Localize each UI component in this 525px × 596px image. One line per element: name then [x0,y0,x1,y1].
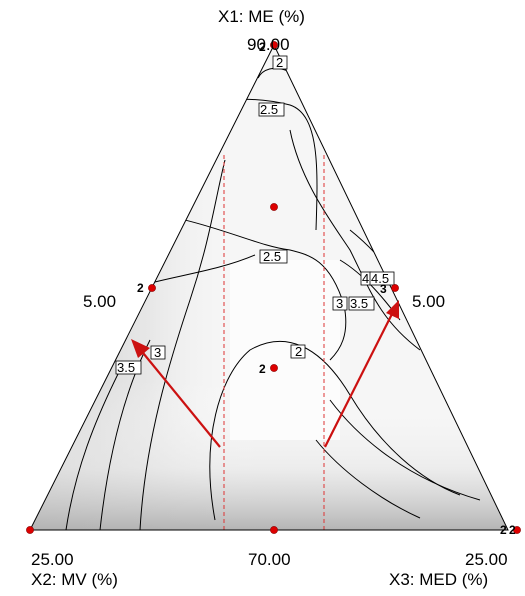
contour-line [119,209,347,361]
right-side-value: 5.00 [412,292,446,311]
right-vertex-value: 25.00 [465,550,508,569]
design-point [391,284,399,292]
arrow-left [138,347,221,448]
contour-label: 3 [336,296,343,311]
replicate-label: 2 [259,40,266,54]
contour-label: 2 [276,55,283,70]
design-points [26,41,521,534]
contour-label: 2.5 [263,249,281,264]
contour-line [139,159,226,530]
contour-line [315,439,421,519]
design-point [513,526,521,534]
design-point [270,364,278,372]
contour-line [289,129,421,351]
left-vertex-value: 25.00 [31,550,74,569]
arrow-right [324,309,395,448]
contour-label: 4 [362,271,369,286]
replicate-label: 2 [259,362,266,376]
contour-line [65,369,121,530]
arrow-left-head [131,339,150,358]
replicate-label: 3 [380,282,387,296]
top-vertex-value: 90.00 [247,35,290,54]
contour-label: 2 [295,344,302,359]
replicate-label-group: 2 2 2 3 2 2 [137,40,516,537]
contour-label-group: 2 2.5 2.5 2 3 3.5 3 3.5 4 4.5 [115,55,395,375]
left-axis-title: X2: MV (%) [31,570,118,589]
design-point [270,203,278,211]
arrow-group [131,300,399,448]
design-point [270,41,278,49]
left-side-value: 5.00 [83,292,117,311]
design-point [26,526,34,534]
arrow-right-head [386,300,399,319]
design-point [270,526,278,534]
contour-label: 2.5 [260,102,278,117]
contour-label: 3 [154,345,161,360]
replicate-label: 2 [137,281,144,295]
contour-label: 3.5 [350,296,368,311]
contour-label: 4.5 [371,271,389,286]
contour-label: 3.5 [117,360,135,375]
replicate-label: 2 [500,523,507,537]
design-point [148,284,156,292]
contour-line [99,339,151,530]
replicate-label: 2 [509,523,516,537]
right-axis-title: X3: MED (%) [389,570,489,589]
bottom-center-value: 70.00 [248,550,291,569]
top-axis-title: X1: ME (%) [218,7,305,26]
